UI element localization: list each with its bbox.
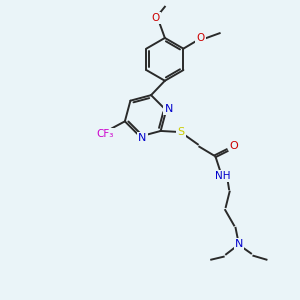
Text: O: O <box>152 13 160 23</box>
Text: O: O <box>230 141 239 152</box>
Text: N: N <box>138 133 147 143</box>
Text: N: N <box>235 239 243 249</box>
Text: N: N <box>164 104 173 114</box>
Text: S: S <box>177 128 184 137</box>
Text: O: O <box>196 33 205 43</box>
Text: CF₃: CF₃ <box>96 129 114 139</box>
Text: NH: NH <box>215 171 230 181</box>
